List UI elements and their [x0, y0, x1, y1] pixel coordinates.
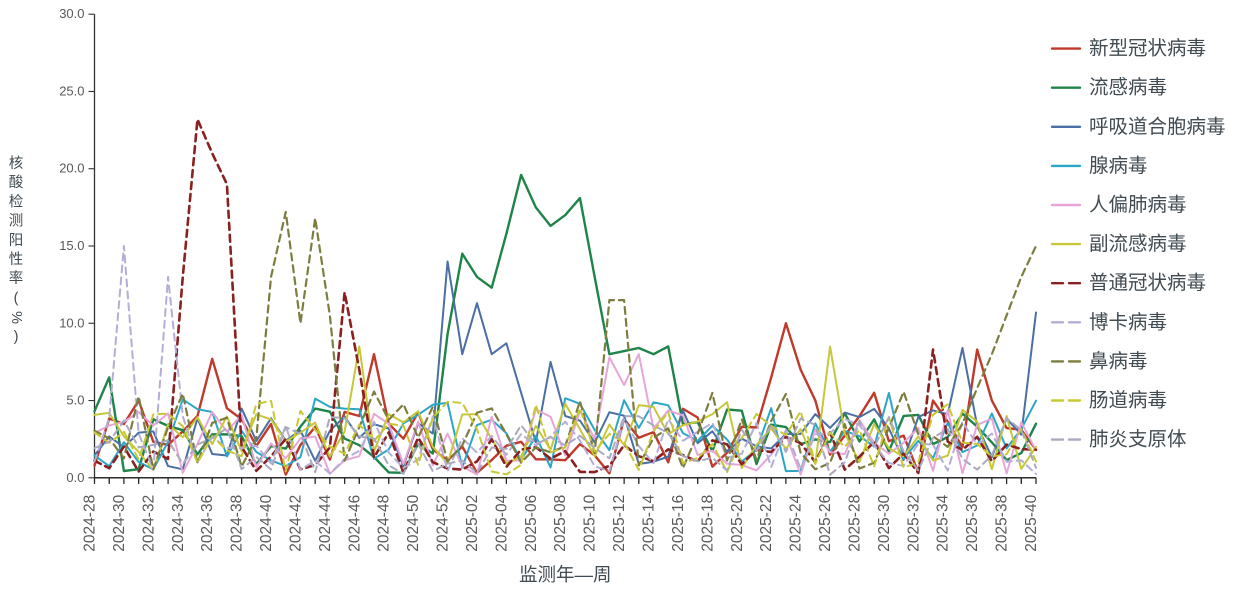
svg-text:2025-36: 2025-36 — [964, 495, 981, 552]
svg-text:检: 检 — [9, 193, 24, 210]
svg-text:新型冠状病毒: 新型冠状病毒 — [1089, 38, 1206, 60]
svg-text:阳: 阳 — [9, 232, 24, 249]
svg-text:2025-26: 2025-26 — [817, 495, 834, 552]
svg-text:2025-40: 2025-40 — [1023, 494, 1040, 551]
svg-text:%: % — [8, 311, 24, 324]
svg-text:博卡病毒: 博卡病毒 — [1089, 311, 1167, 333]
svg-text:2025-28: 2025-28 — [846, 495, 863, 552]
svg-text:2024-28: 2024-28 — [82, 495, 99, 552]
svg-text:流感病毒: 流感病毒 — [1089, 77, 1167, 99]
svg-text:监测年—周: 监测年—周 — [519, 564, 612, 585]
svg-text:性: 性 — [9, 251, 24, 268]
svg-text:酸: 酸 — [9, 174, 24, 191]
svg-text:普通冠状病毒: 普通冠状病毒 — [1089, 272, 1206, 294]
svg-text:2025-32: 2025-32 — [905, 495, 922, 552]
svg-text:肠道病毒: 肠道病毒 — [1089, 390, 1167, 412]
svg-text:2025-04: 2025-04 — [493, 494, 510, 551]
svg-text:2025-16: 2025-16 — [670, 495, 687, 552]
svg-text:2025-14: 2025-14 — [641, 494, 658, 551]
svg-text:25.0: 25.0 — [59, 83, 84, 98]
svg-text:人偏肺病毒: 人偏肺病毒 — [1089, 194, 1187, 216]
svg-text:呼吸道合胞病毒: 呼吸道合胞病毒 — [1089, 116, 1226, 138]
svg-text:2025-06: 2025-06 — [523, 495, 540, 552]
svg-text:2024-46: 2024-46 — [346, 495, 363, 552]
svg-text:20.0: 20.0 — [59, 161, 84, 176]
svg-text:2025-38: 2025-38 — [994, 495, 1011, 552]
svg-text:肺炎支原体: 肺炎支原体 — [1089, 429, 1187, 451]
svg-text:2025-10: 2025-10 — [582, 494, 599, 551]
svg-text:2024-40: 2024-40 — [258, 494, 275, 551]
svg-text:15.0: 15.0 — [59, 238, 84, 253]
svg-text:核: 核 — [9, 155, 24, 172]
svg-text:2024-52: 2024-52 — [435, 495, 452, 552]
svg-text:2024-30: 2024-30 — [111, 494, 128, 551]
svg-text:2025-20: 2025-20 — [729, 494, 746, 551]
svg-text:鼻病毒: 鼻病毒 — [1089, 350, 1148, 372]
svg-text:2024-42: 2024-42 — [287, 495, 304, 552]
svg-text:2024-32: 2024-32 — [140, 495, 157, 552]
svg-text:2024-36: 2024-36 — [199, 495, 216, 552]
svg-text:2025-02: 2025-02 — [464, 495, 481, 552]
svg-text:测: 测 — [9, 213, 24, 230]
svg-text:2024-34: 2024-34 — [170, 494, 187, 551]
svg-text:2025-24: 2025-24 — [788, 494, 805, 551]
svg-text:30.0: 30.0 — [59, 6, 84, 21]
svg-text:): ) — [14, 329, 19, 345]
svg-text:率: 率 — [9, 270, 24, 287]
svg-text:2024-44: 2024-44 — [317, 494, 334, 551]
svg-text:2024-48: 2024-48 — [376, 495, 393, 552]
svg-text:2025-12: 2025-12 — [611, 495, 628, 552]
svg-text:2025-34: 2025-34 — [935, 494, 952, 551]
svg-text:副流感病毒: 副流感病毒 — [1089, 233, 1187, 255]
svg-text:2025-18: 2025-18 — [699, 495, 716, 552]
svg-text:2024-38: 2024-38 — [229, 495, 246, 552]
svg-text:2025-30: 2025-30 — [876, 494, 893, 551]
svg-text:5.0: 5.0 — [66, 393, 84, 408]
svg-text:0.0: 0.0 — [66, 470, 84, 485]
svg-text:2024-50: 2024-50 — [405, 494, 422, 551]
svg-text:腺病毒: 腺病毒 — [1089, 155, 1148, 177]
svg-text:(: ( — [14, 290, 19, 306]
svg-text:2025-22: 2025-22 — [758, 495, 775, 552]
svg-text:2025-08: 2025-08 — [552, 495, 569, 552]
svg-text:10.0: 10.0 — [59, 315, 84, 330]
